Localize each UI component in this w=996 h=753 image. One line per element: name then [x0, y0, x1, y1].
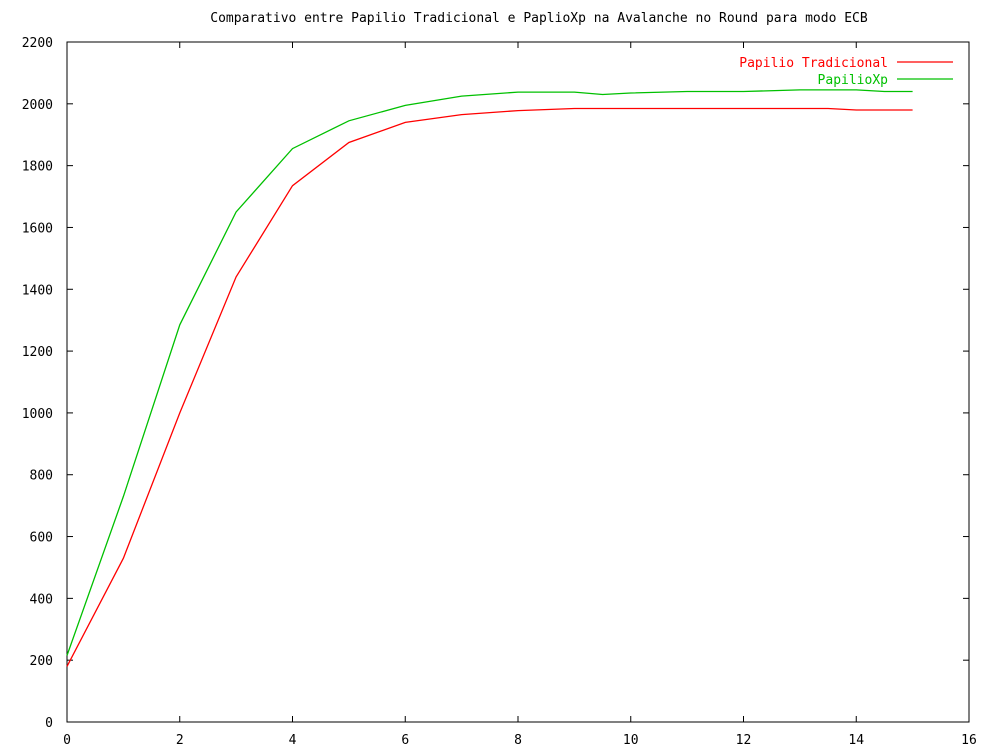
y-tick-label: 1600 — [22, 221, 53, 236]
series-line-0 — [66, 107, 913, 667]
x-tick-label: 0 — [63, 733, 71, 748]
y-tick-label: 1200 — [22, 345, 53, 360]
axis-ticks — [66, 41, 970, 723]
y-tick-label: 800 — [30, 469, 53, 484]
x-tick-label: 12 — [736, 733, 752, 748]
y-tick-label: 1000 — [22, 407, 53, 422]
y-tick-label: 0 — [45, 716, 53, 731]
y-tick-label: 400 — [30, 592, 53, 607]
plot-frame — [66, 41, 970, 723]
y-tick-label: 1400 — [22, 283, 53, 298]
x-tick-label: 6 — [401, 733, 409, 748]
legend-label-0: Papilio Tradicional — [739, 56, 888, 71]
legend-label-1: PapilioXp — [818, 73, 889, 88]
x-tick-label: 8 — [514, 733, 522, 748]
x-tick-label: 2 — [176, 733, 184, 748]
axis-tick-labels: 0 2 4 6 8 10 12 14 16 0 200 400 600 800 1000 1200 1400 16… — [22, 36, 977, 748]
chart-title: Comparativo entre Papilio Tradicional e … — [210, 11, 868, 26]
x-tick-label: 16 — [961, 733, 977, 748]
x-tick-label: 4 — [289, 733, 297, 748]
series-line-1 — [66, 89, 913, 656]
legend: Papilio Tradicional PapilioXp — [739, 56, 953, 88]
series-lines — [66, 89, 913, 667]
x-tick-label: 10 — [623, 733, 639, 748]
y-tick-label: 200 — [30, 654, 53, 669]
y-tick-label: 2000 — [22, 98, 53, 113]
y-tick-label: 600 — [30, 531, 53, 546]
y-tick-label: 1800 — [22, 160, 53, 175]
y-tick-label: 2200 — [22, 36, 53, 51]
x-tick-label: 14 — [848, 733, 864, 748]
